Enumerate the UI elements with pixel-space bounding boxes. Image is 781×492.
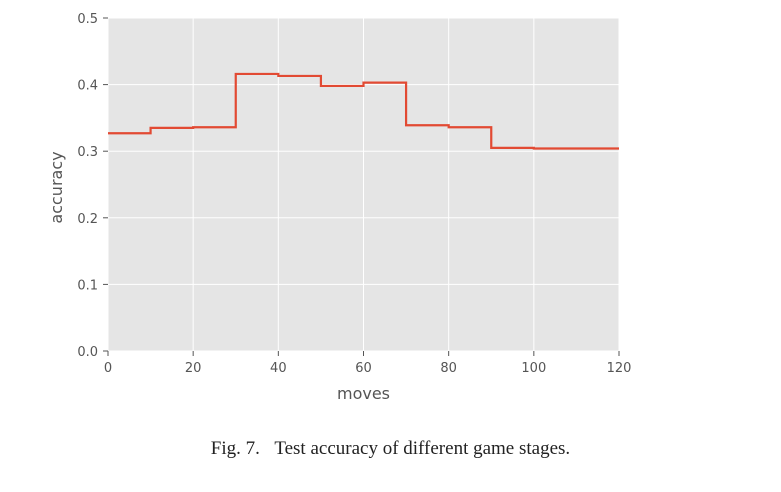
y-tick-label: 0.2 [77, 212, 98, 227]
x-tick-label: 120 [607, 361, 632, 376]
x-axis-label: moves [337, 384, 390, 403]
y-tick-label: 0.0 [77, 345, 98, 360]
caption-text: Test accuracy of different game stages. [274, 438, 571, 459]
axis-ticks [103, 17, 620, 356]
figure-caption: Fig. 7. Test accuracy of different game … [0, 438, 781, 460]
x-tick-label: 40 [270, 361, 287, 376]
y-axis-label: accuracy [47, 151, 66, 223]
x-tick-label: 60 [355, 361, 372, 376]
y-tick-label: 0.1 [77, 278, 98, 293]
x-tick-label: 20 [185, 361, 202, 376]
x-tick-label: 100 [521, 361, 546, 376]
y-tick-label: 0.4 [77, 79, 98, 94]
x-tick-label: 0 [104, 361, 112, 376]
caption-number: Fig. 7. [210, 438, 260, 459]
y-tick-label: 0.3 [77, 145, 98, 160]
y-tick-label: 0.5 [77, 12, 98, 27]
x-tick-label: 80 [440, 361, 457, 376]
chart: 0 20 40 60 80 100 120 0.0 0.1 0.2 0.3 0.4 0.5 moves… [47, 12, 632, 403]
accuracy-step-line [108, 72, 619, 150]
x-tick-labels: 0 20 40 60 80 100 120 [104, 361, 632, 376]
y-tick-labels: 0.0 0.1 0.2 0.3 0.4 0.5 [77, 12, 98, 360]
